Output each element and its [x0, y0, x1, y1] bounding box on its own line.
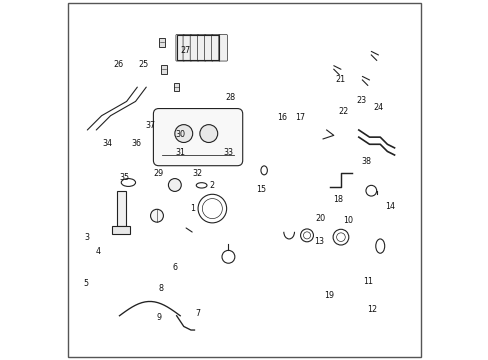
Text: 31: 31 — [176, 148, 185, 157]
Text: 5: 5 — [83, 279, 88, 288]
Text: 16: 16 — [276, 113, 286, 122]
FancyBboxPatch shape — [153, 109, 242, 166]
Bar — [117, 191, 125, 226]
Text: 10: 10 — [343, 216, 352, 225]
Circle shape — [150, 209, 163, 222]
Text: 35: 35 — [120, 173, 130, 182]
FancyBboxPatch shape — [218, 35, 227, 61]
Text: 22: 22 — [338, 107, 348, 116]
Text: 23: 23 — [356, 96, 366, 105]
Text: 6: 6 — [172, 263, 177, 272]
FancyBboxPatch shape — [183, 35, 191, 61]
FancyBboxPatch shape — [197, 35, 205, 61]
FancyBboxPatch shape — [190, 35, 198, 61]
Text: 12: 12 — [366, 305, 377, 314]
Text: 28: 28 — [225, 93, 236, 102]
Text: 18: 18 — [332, 195, 343, 204]
FancyBboxPatch shape — [211, 35, 220, 61]
Bar — [112, 226, 130, 234]
Text: 20: 20 — [315, 214, 325, 223]
Text: 13: 13 — [314, 237, 324, 246]
Bar — [173, 83, 179, 91]
Text: 27: 27 — [180, 46, 190, 55]
Bar — [176, 35, 219, 60]
Text: 3: 3 — [84, 233, 90, 242]
Text: 17: 17 — [294, 113, 305, 122]
Text: 14: 14 — [385, 202, 394, 211]
Text: 2: 2 — [209, 181, 214, 190]
Bar — [159, 38, 165, 47]
Text: 9: 9 — [157, 313, 162, 322]
Text: 25: 25 — [139, 60, 148, 69]
Text: 8: 8 — [158, 284, 163, 293]
Text: 34: 34 — [102, 139, 112, 148]
Circle shape — [200, 125, 217, 143]
Text: 32: 32 — [192, 169, 202, 178]
Text: 38: 38 — [361, 157, 371, 166]
Text: 24: 24 — [373, 103, 383, 112]
FancyBboxPatch shape — [204, 35, 213, 61]
Text: 1: 1 — [190, 204, 195, 213]
Text: 21: 21 — [334, 75, 345, 84]
Circle shape — [175, 125, 192, 143]
Bar — [161, 65, 166, 73]
FancyBboxPatch shape — [176, 35, 184, 61]
Text: 15: 15 — [256, 185, 266, 194]
Text: 11: 11 — [362, 276, 372, 285]
Text: 36: 36 — [131, 139, 142, 148]
Text: 19: 19 — [324, 291, 334, 300]
Text: 37: 37 — [145, 121, 156, 130]
Text: 30: 30 — [176, 130, 185, 139]
Circle shape — [168, 179, 181, 192]
Text: 7: 7 — [195, 310, 200, 319]
Text: 26: 26 — [114, 60, 123, 69]
Text: 33: 33 — [223, 148, 233, 157]
Text: 29: 29 — [153, 169, 163, 178]
Text: 4: 4 — [95, 247, 101, 256]
